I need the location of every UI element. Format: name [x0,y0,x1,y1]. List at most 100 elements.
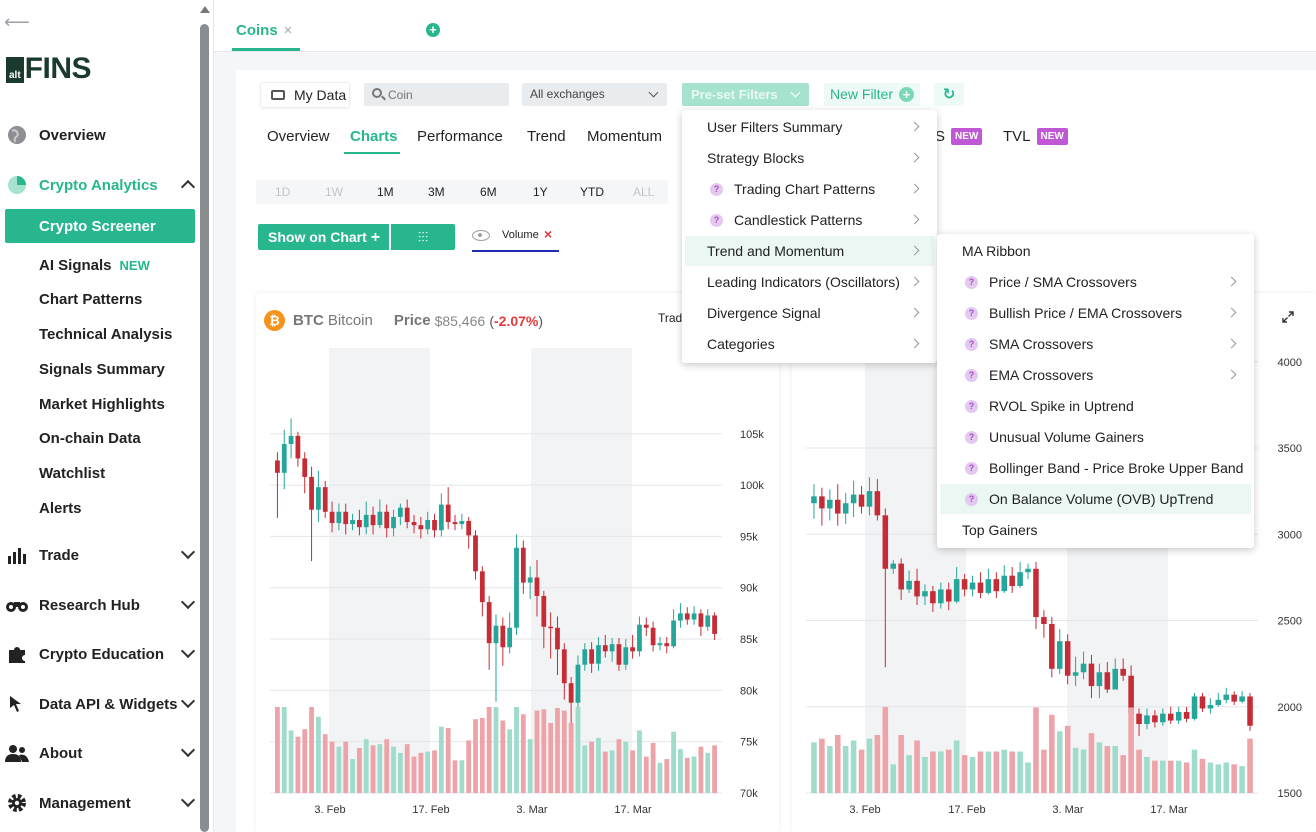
candle-body [705,615,711,627]
exchanges-select[interactable]: All exchanges [522,83,667,106]
tab-charts[interactable]: Charts [350,128,398,145]
show-on-chart-button[interactable]: Show on Chart + [258,224,389,250]
submenu-item[interactable]: ? Bullish Price / EMA Crossovers [940,298,1251,328]
help-icon[interactable]: ? [965,461,978,475]
candle-body [698,613,704,627]
preset-menu-item[interactable]: Strategy Blocks [685,143,934,173]
help-icon[interactable]: ? [965,399,978,413]
candle-body [1207,705,1214,709]
help-icon[interactable]: ? [965,275,978,289]
volume-bar [938,751,944,793]
coin-symbol[interactable]: BTC [293,312,324,329]
sidebar-item-overview[interactable]: Overview [5,118,197,152]
coin-search-input[interactable] [364,83,509,106]
active-subtab-underline [344,152,400,154]
tab-momentum[interactable]: Momentum [587,128,663,145]
tab-coins[interactable]: Coins × [236,22,292,39]
help-icon[interactable]: ? [710,213,723,227]
preset-menu-item[interactable]: ? Trading Chart Patterns [685,174,934,204]
tab-tvl[interactable]: TVL NEW [1003,128,1068,145]
candlestick-type-button[interactable]: ⫶⫶⫶ [391,224,455,250]
sidebar-item-management[interactable]: Management [5,786,197,820]
altfins-logo[interactable]: alt FINS [6,54,92,84]
sidebar-item-crypto-analytics[interactable]: Crypto Analytics [5,168,197,202]
submenu-item[interactable]: ? Price / SMA Crossovers [940,267,1251,297]
volume-bar [882,707,889,793]
refresh-button[interactable]: ↻ [934,83,964,106]
back-arrow-icon[interactable]: ⟵ [4,12,30,32]
scroll-up-arrow-icon[interactable] [200,6,210,13]
candle-body [391,516,396,529]
eye-icon[interactable] [472,230,490,241]
sidebar-item-data-api[interactable]: Data API & Widgets [5,687,197,721]
submenu-item[interactable]: ? EMA Crossovers [940,360,1251,390]
tab-trend[interactable]: Trend [527,128,566,145]
add-tab-button[interactable]: + [426,23,440,37]
help-icon[interactable]: ? [965,337,978,351]
preset-menu-item[interactable]: Leading Indicators (Oscillators) [685,267,934,297]
period-ytd[interactable]: YTD [580,185,604,199]
sidebar-item-crypto-screener[interactable]: Crypto Screener [5,209,195,243]
sidebar-item-ai-signals[interactable]: AI Signals NEW [39,252,150,278]
tab-overview[interactable]: Overview [267,128,330,145]
sidebar-item-chart-patterns[interactable]: Chart Patterns [39,290,143,308]
preset-menu-item[interactable]: Divergence Signal [685,298,934,328]
volume-bar [657,762,663,793]
preset-menu-item[interactable]: Categories [685,329,934,359]
period-3m[interactable]: 3M [428,185,445,199]
help-icon[interactable]: ? [710,182,723,196]
sidebar-item-alerts[interactable]: Alerts [39,499,82,517]
submenu-item[interactable]: ? Bollinger Band - Price Broke Upper Band [940,453,1251,483]
price-value: $85,466 [434,312,486,329]
my-data-button[interactable]: My Data [260,82,350,108]
volume-bar [425,751,431,793]
remove-indicator-icon[interactable]: × [544,226,553,242]
sidebar-label-crypto-education: Crypto Education [39,645,165,663]
tradingview-link-partial[interactable]: Trad [658,311,683,325]
period-1y[interactable]: 1Y [533,185,548,199]
close-tab-icon[interactable]: × [283,22,293,39]
submenu-item[interactable]: ? SMA Crossovers [940,329,1251,359]
submenu-item[interactable]: MA Ribbon [940,236,1251,266]
submenu-item[interactable]: Top Gainers [940,515,1251,545]
sidebar-item-crypto-education[interactable]: Crypto Education [5,637,197,671]
help-icon[interactable]: ? [965,492,978,506]
coin-name[interactable]: Bitcoin [327,312,373,329]
sidebar-scrollbar[interactable] [199,4,210,832]
chevron-right-icon [1226,338,1237,349]
volume-bar [602,751,608,793]
help-icon[interactable]: ? [965,306,978,320]
sidebar-item-about[interactable]: About [5,736,197,770]
volume-bar [1088,733,1095,793]
candle-body [548,626,554,629]
sidebar-item-signals-summary[interactable]: Signals Summary [39,360,165,378]
sidebar-item-on-chain-data[interactable]: On-chain Data [39,429,141,447]
btc-candlestick-chart[interactable]: 105k 100k 95k 90k 85k 80k 75k 70k 3. Feb 17. Feb 3… [256,293,779,832]
period-1w[interactable]: 1W [325,185,343,199]
tab-s-partial[interactable]: S NEW [935,128,983,145]
preset-menu-item[interactable]: ? Candlestick Patterns [685,205,934,235]
period-all[interactable]: ALL [633,185,655,199]
period-1m[interactable]: 1M [377,185,394,199]
help-icon[interactable]: ? [965,430,978,444]
sidebar-item-technical-analysis[interactable]: Technical Analysis [39,325,173,343]
sidebar-item-market-highlights[interactable]: Market Highlights [39,395,165,413]
preset-filters-button[interactable]: Pre-set Filters [682,83,809,106]
tab-performance[interactable]: Performance [417,128,503,145]
new-filter-button[interactable]: New Filter + [824,83,920,106]
scrollbar-thumb[interactable] [200,24,209,832]
candle-body [671,620,676,647]
preset-menu-item[interactable]: User Filters Summary [685,112,934,142]
submenu-item[interactable]: ? RVOL Spike in Uptrend [940,391,1251,421]
submenu-item[interactable]: ? On Balance Volume (OVB) UpTrend [940,484,1251,514]
sidebar-item-trade[interactable]: Trade [5,538,197,572]
submenu-item[interactable]: ? Unusual Volume Gainers [940,422,1251,452]
sidebar-item-watchlist[interactable]: Watchlist [39,464,106,482]
sidebar-item-research-hub[interactable]: Research Hub [5,588,197,622]
expand-icon[interactable] [1282,311,1294,323]
period-1d[interactable]: 1D [275,185,291,199]
preset-menu-item[interactable]: Trend and Momentum [685,236,934,266]
period-6m[interactable]: 6M [480,185,497,199]
volume-indicator-chip[interactable]: Volume × [472,226,559,252]
help-icon[interactable]: ? [965,368,978,382]
